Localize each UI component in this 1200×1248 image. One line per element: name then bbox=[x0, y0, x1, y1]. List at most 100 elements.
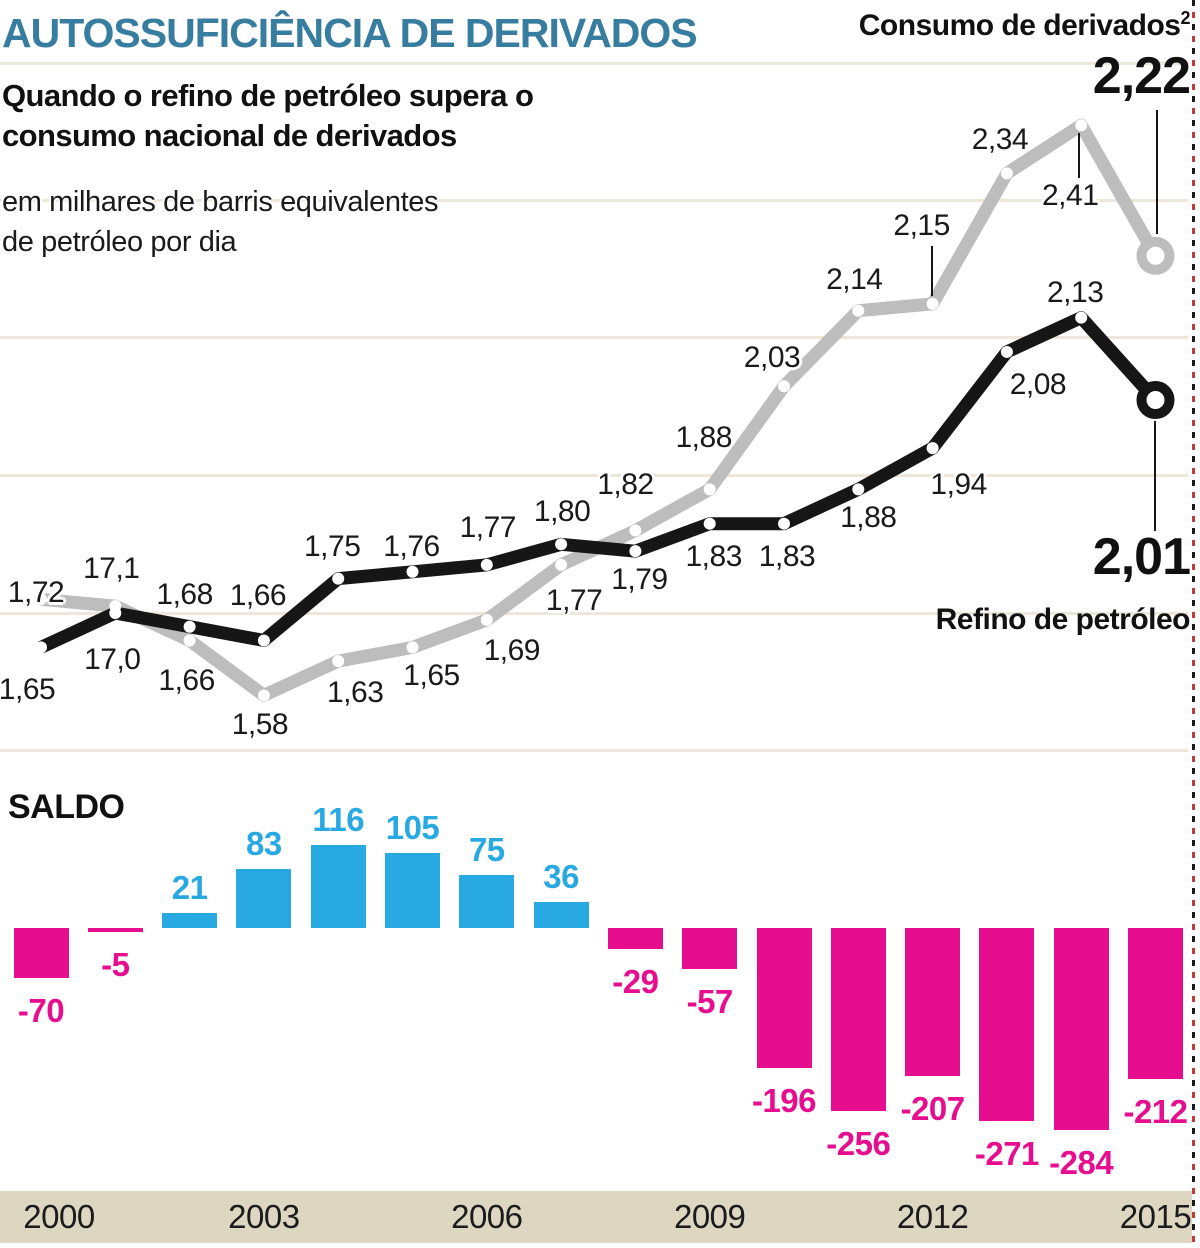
refining-value-label: 1,68 bbox=[156, 577, 213, 611]
refining-value-label: 1,76 bbox=[383, 529, 440, 563]
gridline bbox=[0, 62, 1188, 65]
consumption-end-marker bbox=[1136, 236, 1175, 275]
point-dot bbox=[1075, 119, 1088, 132]
point-dot bbox=[926, 442, 939, 455]
consumption-value-label: 17,1 bbox=[83, 552, 140, 586]
gridline bbox=[0, 336, 1188, 339]
refining-value-label: 1,77 bbox=[459, 510, 517, 544]
point-dot bbox=[1075, 311, 1088, 324]
consumption-value-label: 1,65 bbox=[403, 659, 460, 693]
saldo-bar bbox=[1128, 928, 1183, 1080]
consumption-value-label: 1,88 bbox=[675, 421, 732, 455]
saldo-bar-value: -29 bbox=[612, 962, 659, 1000]
saldo-bar-value: -256 bbox=[826, 1124, 891, 1162]
point-dot bbox=[480, 613, 493, 626]
consumption-value-label: 2,14 bbox=[826, 262, 883, 296]
saldo-bar bbox=[979, 928, 1035, 1122]
year-tick-label: 2003 bbox=[228, 1198, 300, 1235]
saldo-bar bbox=[830, 928, 886, 1111]
point-dot bbox=[257, 634, 270, 647]
consumption-value-label: 1,66 bbox=[158, 664, 215, 698]
point-dot bbox=[480, 558, 493, 571]
refining-value-label: 1,75 bbox=[303, 529, 361, 563]
refining-value-label: 1,83 bbox=[758, 539, 816, 573]
saldo-bar-value: 21 bbox=[171, 869, 208, 907]
refining-value-label: 1,94 bbox=[930, 468, 987, 502]
saldo-bar-value: 75 bbox=[468, 830, 505, 868]
saldo-bar-value: -5 bbox=[101, 946, 130, 983]
saldo-bar bbox=[236, 868, 292, 928]
consumption-value-label: 1,72 bbox=[7, 576, 65, 610]
point-dot bbox=[852, 304, 865, 317]
chart-unit-note: em milhares de barris equivalentes de pe… bbox=[2, 182, 439, 262]
point-dot bbox=[332, 655, 345, 668]
consumption-value-label: 1,63 bbox=[326, 676, 384, 710]
point-dot bbox=[109, 607, 122, 619]
refining-value-label: 2,08 bbox=[1009, 367, 1067, 401]
point-dot bbox=[406, 565, 419, 578]
consumption-value-label: 2,34 bbox=[971, 123, 1029, 157]
consumption-value-label: 2,03 bbox=[743, 341, 801, 375]
saldo-bar bbox=[87, 928, 143, 932]
saldo-bar bbox=[459, 874, 515, 928]
refining-end-marker bbox=[1136, 381, 1175, 420]
refining-line bbox=[38, 311, 1161, 654]
saldo-bar-value: 83 bbox=[246, 824, 282, 862]
saldo-bar bbox=[1053, 928, 1109, 1131]
gridline bbox=[0, 199, 1188, 202]
refining-series-label: Refino de petróleo bbox=[935, 603, 1191, 636]
saldo-bar-value: -284 bbox=[1049, 1144, 1114, 1182]
consumption-value-label: 1,58 bbox=[231, 708, 289, 742]
trim-marks bbox=[1192, 0, 1195, 1248]
consumption-series-name: Consumo de derivados bbox=[858, 9, 1181, 42]
chart-unit-line1: em milhares de barris equivalentes bbox=[2, 186, 439, 218]
point-dot bbox=[555, 558, 568, 571]
saldo-bar-value: 105 bbox=[385, 809, 440, 847]
year-tick-label: 2015 bbox=[1119, 1198, 1192, 1235]
year-tick-label: 2009 bbox=[673, 1198, 746, 1235]
saldo-bar bbox=[533, 902, 589, 928]
year-tick-label: 2000 bbox=[23, 1198, 95, 1235]
saldo-bar-value: -70 bbox=[17, 991, 65, 1029]
point-dot bbox=[183, 634, 196, 647]
saldo-bar bbox=[607, 928, 663, 949]
point-dot bbox=[555, 538, 568, 551]
chart-unit-line2: de petróleo por dia bbox=[2, 226, 237, 259]
consumption-series-label: Consumo de derivados2 bbox=[858, 8, 1191, 43]
point-dot bbox=[703, 483, 716, 496]
refining-final-value: 2,01 bbox=[1092, 528, 1191, 586]
year-axis-band bbox=[0, 1191, 1192, 1243]
point-dot bbox=[852, 483, 865, 496]
point-dot bbox=[406, 641, 419, 654]
point-dot bbox=[629, 524, 642, 537]
chart-subtitle-line2: consumo nacional de derivados bbox=[2, 118, 457, 154]
saldo-bar bbox=[13, 928, 69, 978]
saldo-bar-value: -57 bbox=[686, 982, 734, 1020]
point-dot bbox=[35, 593, 47, 606]
saldo-bar-value: -271 bbox=[974, 1135, 1040, 1173]
point-dot bbox=[1000, 167, 1013, 180]
saldo-bar bbox=[905, 928, 961, 1076]
saldo-bar-value: -207 bbox=[900, 1089, 966, 1127]
consumption-value-label: 1,82 bbox=[597, 467, 654, 501]
point-dot bbox=[332, 572, 345, 585]
saldo-bar bbox=[756, 928, 812, 1068]
saldo-bar-value: 36 bbox=[543, 858, 579, 896]
saldo-bar bbox=[682, 928, 738, 969]
refining-value-label: 1,88 bbox=[840, 501, 897, 535]
point-dot bbox=[926, 297, 939, 310]
consumption-value-label: 2,15 bbox=[893, 208, 950, 242]
point-dot bbox=[1000, 345, 1013, 358]
point-dot bbox=[183, 620, 196, 633]
saldo-bar-value: -196 bbox=[751, 1081, 817, 1119]
gridline bbox=[0, 749, 1188, 752]
consumption-value-label: 1,77 bbox=[545, 583, 603, 617]
saldo-bar bbox=[310, 845, 366, 928]
gridline bbox=[0, 474, 1188, 477]
year-tick-label: 2012 bbox=[896, 1198, 969, 1235]
refining-value-label: 2,13 bbox=[1046, 275, 1104, 309]
consumption-value-label: 1,69 bbox=[483, 633, 541, 667]
chart-subtitle: Quando o refino de petróleo supera o con… bbox=[2, 76, 534, 157]
refining-value-label: 17,0 bbox=[84, 643, 141, 676]
